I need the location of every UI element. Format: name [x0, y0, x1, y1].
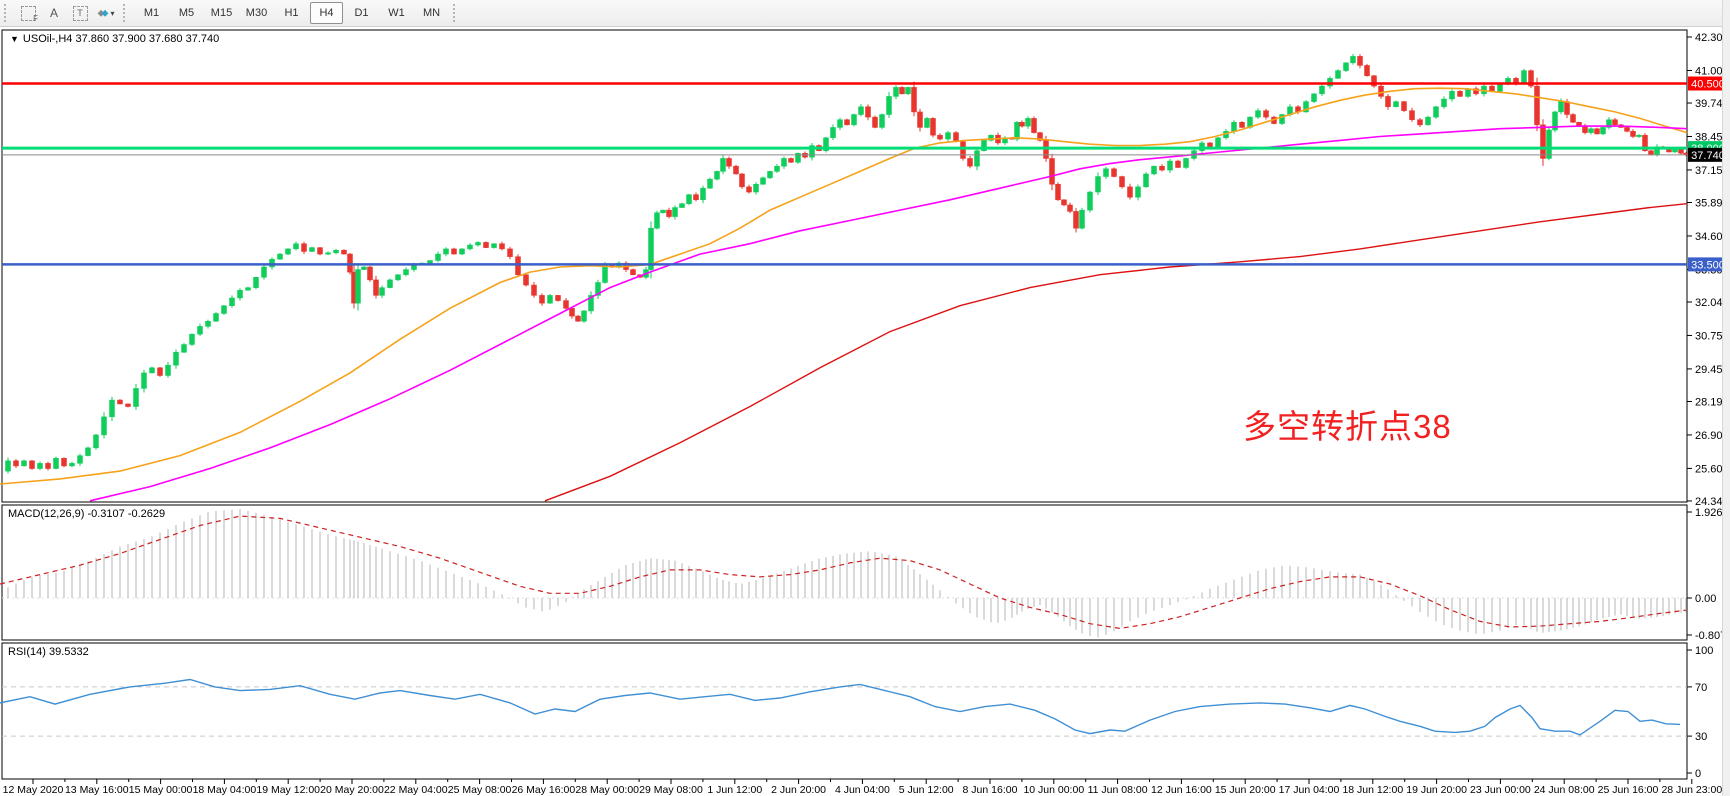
- rsi-indicator-label: RSI(14) 39.5332: [8, 646, 89, 658]
- price-badge-40.500: [1688, 76, 1728, 91]
- chart-toolbar: F A T ⬥ ⬥ ▾ M1 M5 M15 M30 H1 H4 D1 W1 MN: [0, 0, 1730, 27]
- candles-layer: [5, 53, 1689, 474]
- ma-orange-line: [0, 87, 1688, 485]
- svg-text:1.9265: 1.9265: [1695, 507, 1729, 519]
- svg-text:13 May 16:00: 13 May 16:00: [65, 784, 129, 796]
- rsi-line: [0, 678, 1681, 736]
- svg-text:1 Jun 12:00: 1 Jun 12:00: [707, 784, 762, 796]
- svg-text:26 May 16:00: 26 May 16:00: [512, 784, 576, 796]
- svg-text:24 Jun 08:00: 24 Jun 08:00: [1534, 784, 1595, 796]
- price-axis: 42.300 41.005 39.745 38.450 37.155 35.895 34.6…: [1687, 32, 1730, 780]
- timeframe-button-m30[interactable]: M30: [245, 7, 268, 19]
- symbol-dropdown-icon[interactable]: ▼: [10, 34, 19, 44]
- svg-text:19 Jun 20:00: 19 Jun 20:00: [1406, 784, 1467, 796]
- svg-text:18 May 04:00: 18 May 04:00: [193, 784, 257, 796]
- timeframe-button-w1[interactable]: W1: [388, 7, 405, 19]
- text-box-tool-icon[interactable]: T: [67, 3, 93, 23]
- svg-text:23 Jun 00:00: 23 Jun 00:00: [1470, 784, 1531, 796]
- f-frame-tool-icon[interactable]: F: [15, 3, 41, 23]
- svg-text:32.045: 32.045: [1695, 297, 1729, 309]
- rsi-panel[interactable]: [1, 642, 1688, 780]
- svg-text:29.455: 29.455: [1695, 364, 1729, 376]
- svg-text:33.500: 33.500: [1691, 259, 1725, 271]
- timeframe-button-m5[interactable]: M5: [178, 7, 195, 19]
- macd-panel[interactable]: [1, 504, 1688, 641]
- chart-annotation-text[interactable]: 多空转折点38: [1243, 408, 1452, 445]
- svg-text:26.900: 26.900: [1695, 430, 1729, 442]
- svg-text:12 Jun 16:00: 12 Jun 16:00: [1151, 784, 1212, 796]
- timeframe-button-mn[interactable]: MN: [422, 7, 441, 19]
- price-badge-37.740: [1688, 147, 1728, 162]
- shapes-tool-icon[interactable]: ⬥ ⬥ ▾: [97, 7, 115, 19]
- svg-text:11 Jun 08:00: 11 Jun 08:00: [1088, 784, 1148, 796]
- ma-magenta-line: [89, 125, 1688, 502]
- svg-text:30: 30: [1695, 731, 1707, 743]
- svg-text:24.345: 24.345: [1695, 496, 1729, 508]
- toolbar-grip: [453, 4, 460, 22]
- svg-text:41.005: 41.005: [1695, 65, 1729, 77]
- svg-text:29 May 08:00: 29 May 08:00: [639, 784, 703, 796]
- toolbar-grip: [123, 4, 130, 22]
- svg-text:-0.8071: -0.8071: [1695, 630, 1730, 642]
- svg-text:28.195: 28.195: [1695, 396, 1729, 408]
- svg-text:15 Jun 20:00: 15 Jun 20:00: [1215, 784, 1276, 796]
- svg-text:8 Jun 16:00: 8 Jun 16:00: [963, 784, 1018, 796]
- svg-text:25 May 08:00: 25 May 08:00: [448, 784, 512, 796]
- symbol-ohlc-text: USOil-,H4 37.860 37.900 37.680 37.740: [22, 33, 220, 45]
- svg-text:25 Jun 16:00: 25 Jun 16:00: [1598, 784, 1659, 796]
- ma-red-line: [544, 203, 1688, 502]
- svg-text:4 Jun 04:00: 4 Jun 04:00: [835, 784, 890, 796]
- svg-text:39.745: 39.745: [1695, 98, 1729, 110]
- svg-text:5 Jun 12:00: 5 Jun 12:00: [899, 784, 954, 796]
- svg-text:22 May 04:00: 22 May 04:00: [384, 784, 448, 796]
- svg-text:35.895: 35.895: [1695, 198, 1729, 210]
- time-axis: 12 May 2020 13 May 16:00 15 May 00:00 18 Ma…: [3, 779, 1722, 796]
- svg-text:0: 0: [1695, 768, 1701, 780]
- svg-text:37.740: 37.740: [1691, 150, 1725, 162]
- svg-text:12 May 2020: 12 May 2020: [3, 784, 64, 796]
- timeframe-button-m15[interactable]: M15: [210, 7, 233, 19]
- svg-text:18 Jun 12:00: 18 Jun 12:00: [1342, 784, 1403, 796]
- svg-text:25.605: 25.605: [1695, 463, 1729, 475]
- svg-text:28 Jun 23:00: 28 Jun 23:00: [1661, 784, 1722, 796]
- timeframe-button-d1[interactable]: D1: [354, 7, 369, 19]
- svg-text:100: 100: [1695, 645, 1713, 657]
- price-badge-33.500: [1688, 257, 1728, 272]
- svg-text:40.500: 40.500: [1691, 79, 1725, 91]
- svg-text:42.300: 42.300: [1695, 32, 1729, 44]
- svg-text:38.450: 38.450: [1695, 131, 1729, 143]
- timeframe-button-h4[interactable]: H4: [310, 2, 343, 24]
- symbol-info-line[interactable]: ▼ USOil-,H4 37.860 37.900 37.680 37.740: [10, 33, 219, 45]
- svg-text:70: 70: [1695, 682, 1707, 694]
- svg-text:15 May 00:00: 15 May 00:00: [129, 784, 193, 796]
- timeframe-button-h1[interactable]: H1: [284, 7, 299, 19]
- window-right-edge: [1722, 0, 1730, 796]
- svg-text:2 Jun 20:00: 2 Jun 20:00: [771, 784, 826, 796]
- svg-text:10 Jun 00:00: 10 Jun 00:00: [1023, 784, 1084, 796]
- svg-text:19 May 12:00: 19 May 12:00: [256, 784, 320, 796]
- dropdown-caret-icon[interactable]: ▾: [110, 8, 115, 18]
- svg-text:30.750: 30.750: [1695, 330, 1729, 342]
- svg-text:20 May 20:00: 20 May 20:00: [320, 784, 384, 796]
- svg-text:17 Jun 04:00: 17 Jun 04:00: [1279, 784, 1340, 796]
- text-label-tool-icon[interactable]: A: [49, 6, 58, 20]
- svg-text:37.155: 37.155: [1695, 165, 1729, 177]
- svg-text:34.600: 34.600: [1695, 231, 1729, 243]
- timeframe-button-m1[interactable]: M1: [143, 7, 160, 19]
- macd-indicator-label: MACD(12,26,9) -0.3107 -0.2629: [8, 508, 166, 520]
- macd-histogram: [7, 509, 1687, 638]
- toolbar-grip: [4, 4, 11, 22]
- svg-text:0.00: 0.00: [1695, 593, 1716, 605]
- macd-signal-line: [0, 515, 1687, 630]
- svg-text:28 May 00:00: 28 May 00:00: [575, 784, 639, 796]
